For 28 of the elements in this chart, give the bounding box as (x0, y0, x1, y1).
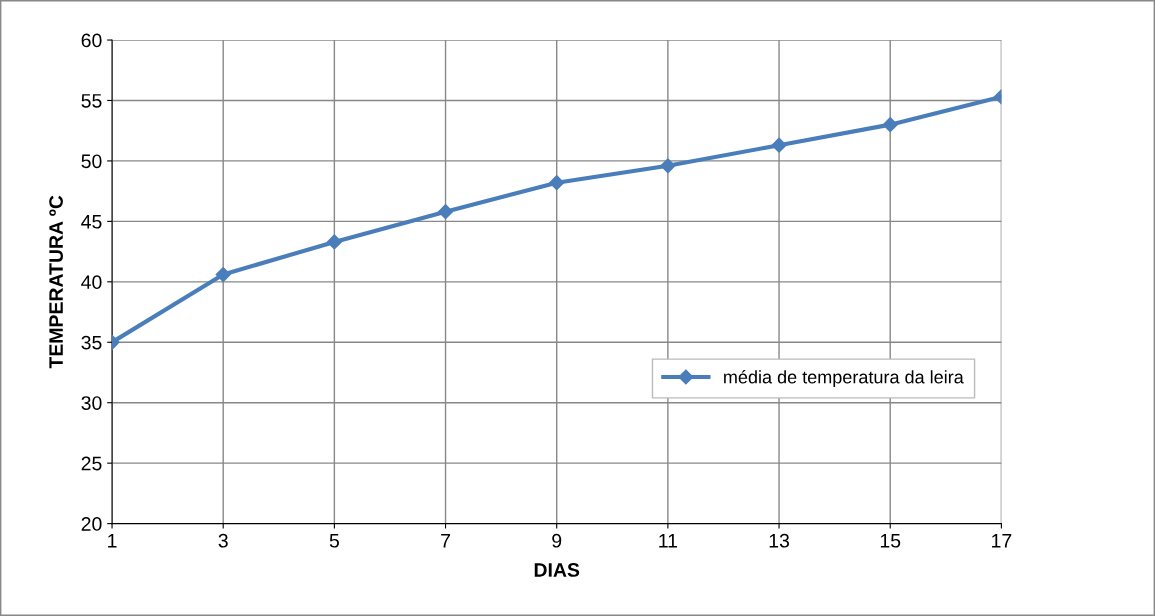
x-tick-label: 15 (880, 534, 901, 548)
x-tick-label: 9 (552, 533, 562, 548)
legend-label: média de temperatura da leira (724, 370, 964, 388)
point (882, 117, 898, 133)
x-tick-label: 5 (329, 534, 339, 548)
x-tick-label: 7 (441, 534, 450, 548)
point (215, 266, 231, 283)
point (660, 158, 676, 174)
x-tick-label: 17 (992, 534, 1012, 548)
y-tick-label: 55 (81, 94, 102, 108)
y-tick-label: 45 (81, 215, 102, 229)
x-axis-title: DIAS (534, 563, 580, 577)
x-tick-label: 3 (218, 533, 228, 548)
point (771, 137, 787, 153)
y-tick-label: 50 (81, 154, 102, 169)
y-tick-label: 35 (81, 335, 102, 350)
y-tick-label: 20 (81, 517, 102, 531)
x-tick-label: 1 (108, 534, 117, 548)
x-tick-label: 13 (769, 533, 790, 548)
y-tick-label: 60 (81, 33, 102, 48)
y-axis-title: TEMPERATURA ºC (49, 195, 63, 369)
y-tick-label: 25 (81, 456, 102, 471)
point (549, 175, 565, 191)
y-tick-label: 40 (81, 275, 102, 290)
point (326, 234, 342, 250)
point (437, 204, 454, 220)
x-tick-label: 11 (659, 534, 678, 548)
y-tick-label: 30 (81, 396, 102, 410)
